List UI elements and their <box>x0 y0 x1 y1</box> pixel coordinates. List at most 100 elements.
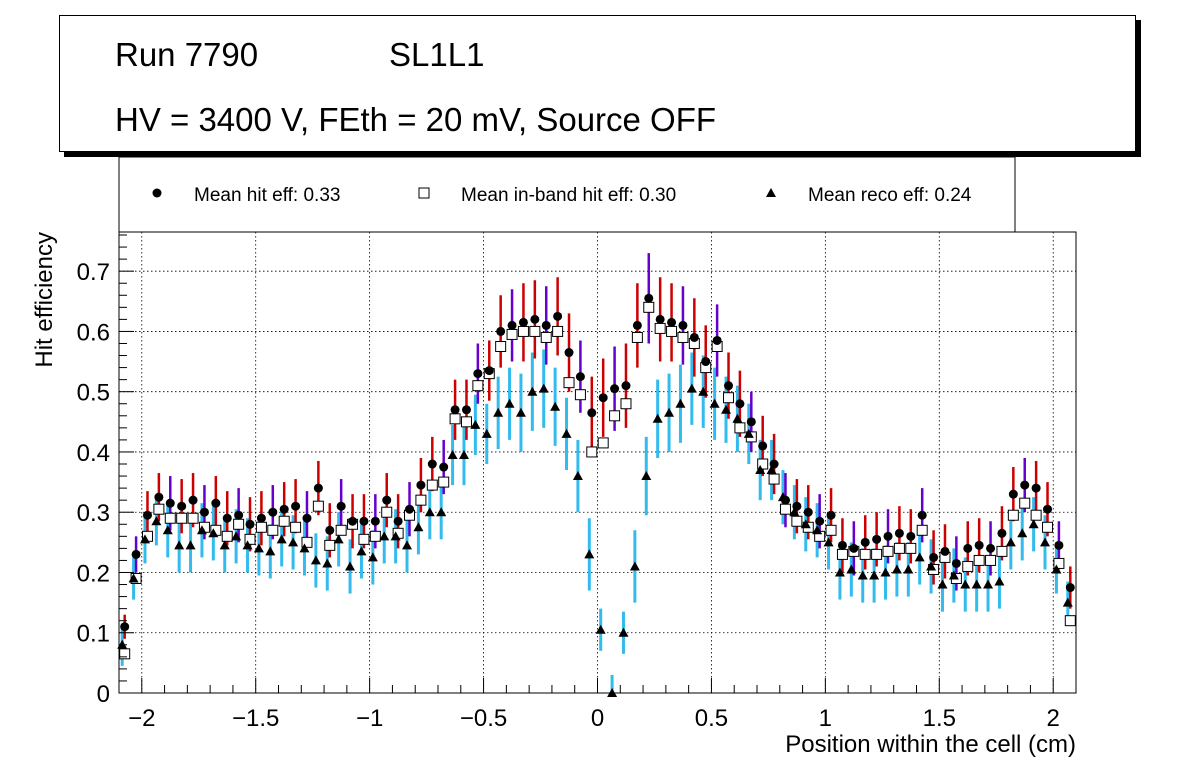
legend-inband-label: Mean in-band hit eff: 0.30 <box>461 185 676 206</box>
run-label: Run 7790 <box>115 36 259 73</box>
inband-hit-marker <box>255 521 267 533</box>
reco-marker <box>288 537 299 547</box>
inband-hit-marker <box>985 554 997 566</box>
reco-marker <box>139 534 150 544</box>
inband-hit-marker <box>233 518 245 530</box>
reco-marker <box>572 471 583 481</box>
x-axis-title: Position within the cell (cm) <box>785 731 1076 758</box>
hit-marker <box>120 622 130 632</box>
hit-marker <box>336 501 346 511</box>
reco-marker <box>869 570 880 580</box>
hit-marker <box>860 537 870 547</box>
hit-marker <box>780 495 790 505</box>
hit-marker <box>1008 489 1018 499</box>
reco-marker <box>766 465 777 475</box>
inband-hit-marker <box>723 392 735 404</box>
reco-marker <box>595 624 606 634</box>
y-tick-label: 0.2 <box>77 560 110 587</box>
hit-marker <box>735 399 745 409</box>
hit-marker <box>724 381 734 391</box>
reco-marker <box>390 531 401 541</box>
reco-marker <box>948 570 959 580</box>
hit-marker <box>951 558 961 568</box>
hit-marker <box>667 317 677 327</box>
reco-marker <box>242 540 253 550</box>
inband-hit-marker <box>552 325 564 337</box>
hit-marker <box>382 495 392 505</box>
inband-hit-marker <box>779 503 791 515</box>
hit-marker <box>427 459 437 469</box>
reco-marker <box>470 419 481 429</box>
hit-marker <box>188 495 198 505</box>
inband-hit-marker <box>529 325 541 337</box>
hit-marker <box>461 405 471 415</box>
inband-hit-marker <box>916 524 928 536</box>
hit-marker <box>484 366 494 376</box>
reco-marker <box>1062 597 1073 607</box>
hit-marker <box>439 462 449 472</box>
reco-marker <box>846 564 857 574</box>
inband-hit-marker <box>381 506 393 518</box>
inband-hit-marker <box>312 500 324 512</box>
reco-marker <box>641 471 652 481</box>
hit-marker <box>906 531 916 541</box>
reco-marker <box>743 428 754 438</box>
hit-marker <box>837 540 847 550</box>
reco-marker <box>367 552 378 562</box>
inband-hit-marker <box>1042 521 1054 533</box>
hit-marker <box>598 393 608 403</box>
hit-marker <box>815 516 825 526</box>
inband-hit-marker <box>244 533 256 545</box>
reco-marker <box>561 428 572 438</box>
hit-marker <box>142 510 152 520</box>
reco-marker <box>550 401 561 411</box>
inband-hit-marker <box>905 542 917 554</box>
reco-marker <box>721 404 732 414</box>
inband-hit-marker <box>768 473 780 485</box>
reco-marker <box>994 576 1005 586</box>
inband-hit-marker <box>449 413 461 425</box>
inband-hit-marker <box>290 521 302 533</box>
hit-marker <box>1031 483 1041 493</box>
y-tick-label: 0.5 <box>77 380 110 407</box>
reco-marker <box>926 561 937 571</box>
inband-hit-marker <box>859 548 871 560</box>
inband-hit-marker <box>586 446 598 458</box>
reco-marker <box>413 522 424 532</box>
inband-hit-marker <box>415 494 427 506</box>
reco-marker <box>128 573 139 583</box>
inband-hit-marker <box>825 524 837 536</box>
inband-hit-marker <box>540 331 552 343</box>
legend-hit-label: Mean hit eff: 0.33 <box>194 185 340 206</box>
hit-marker <box>803 507 813 517</box>
hit-marker <box>1043 504 1053 514</box>
hit-marker <box>758 441 768 451</box>
hit-marker <box>405 504 415 514</box>
reco-marker <box>880 567 891 577</box>
hit-marker <box>154 492 164 502</box>
inband-hit-marker <box>187 512 199 524</box>
hit-marker <box>883 531 893 541</box>
reco-marker <box>698 386 709 396</box>
inband-hit-marker <box>164 512 176 524</box>
hit-marker <box>746 417 756 427</box>
hit-marker <box>974 540 984 550</box>
reco-marker <box>800 519 811 529</box>
hit-marker <box>131 549 141 559</box>
reco-marker <box>618 627 629 637</box>
hit-marker <box>929 552 939 562</box>
reco-marker <box>265 546 276 556</box>
hit-marker <box>279 504 289 514</box>
layer-label: SL1L1 <box>389 36 485 73</box>
reco-marker <box>983 579 994 589</box>
reco-marker <box>356 546 367 556</box>
reco-marker <box>1051 564 1062 574</box>
hit-marker <box>518 317 528 327</box>
inband-hit-marker <box>517 325 529 337</box>
inband-hit-marker <box>1064 615 1076 627</box>
conditions-label: HV = 3400 V, FEth = 20 mV, Source OFF <box>115 101 717 138</box>
inband-hit-marker <box>791 515 803 527</box>
inband-hit-marker <box>153 503 165 515</box>
reco-marker <box>914 552 925 562</box>
reco-marker <box>686 383 697 393</box>
